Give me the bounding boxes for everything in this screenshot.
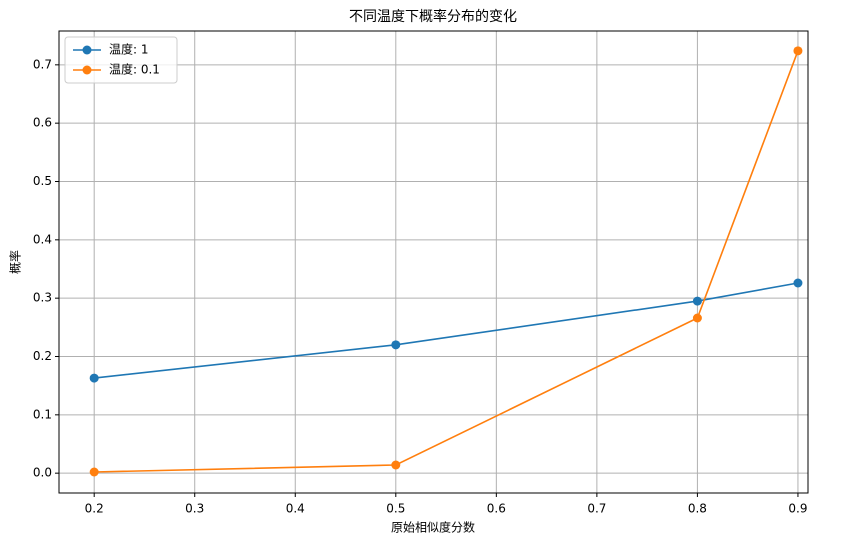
y-tick-label: 0.2	[33, 349, 52, 363]
series-line	[94, 282, 799, 379]
series-line	[94, 50, 799, 473]
data-point	[793, 278, 803, 288]
x-tick-label: 0.7	[587, 502, 606, 516]
y-axis-label: 概率	[8, 250, 23, 274]
legend-box	[64, 36, 178, 84]
legend-marker	[82, 45, 92, 55]
data-point	[692, 296, 702, 306]
y-tick-label: 0.6	[33, 116, 52, 130]
plot-frame	[58, 30, 809, 494]
data-point	[793, 46, 803, 56]
y-tick-label: 0.3	[33, 291, 52, 305]
x-tick-label: 0.3	[185, 502, 204, 516]
x-tick-label: 0.6	[487, 502, 506, 516]
data-point	[391, 460, 401, 470]
x-tick-label: 0.8	[688, 502, 707, 516]
legend-marker	[82, 65, 92, 75]
y-tick-label: 0.0	[33, 466, 52, 480]
x-tick-label: 0.4	[286, 502, 305, 516]
data-point	[89, 373, 99, 383]
x-tick-label: 0.2	[85, 502, 104, 516]
y-tick-label: 0.1	[33, 407, 52, 421]
data-point	[89, 467, 99, 477]
y-tick-label: 0.7	[33, 57, 52, 71]
y-tick-label: 0.4	[33, 232, 52, 246]
data-point	[692, 313, 702, 323]
x-axis-label: 原始相似度分数	[391, 520, 475, 535]
data-point	[391, 340, 401, 350]
chart-title: 不同温度下概率分布的变化	[349, 8, 517, 25]
x-tick-label: 0.5	[386, 502, 405, 516]
legend-label: 温度: 1	[109, 42, 149, 57]
x-tick-label: 0.9	[788, 502, 807, 516]
y-tick-label: 0.5	[33, 174, 52, 188]
legend-label: 温度: 0.1	[109, 62, 160, 77]
